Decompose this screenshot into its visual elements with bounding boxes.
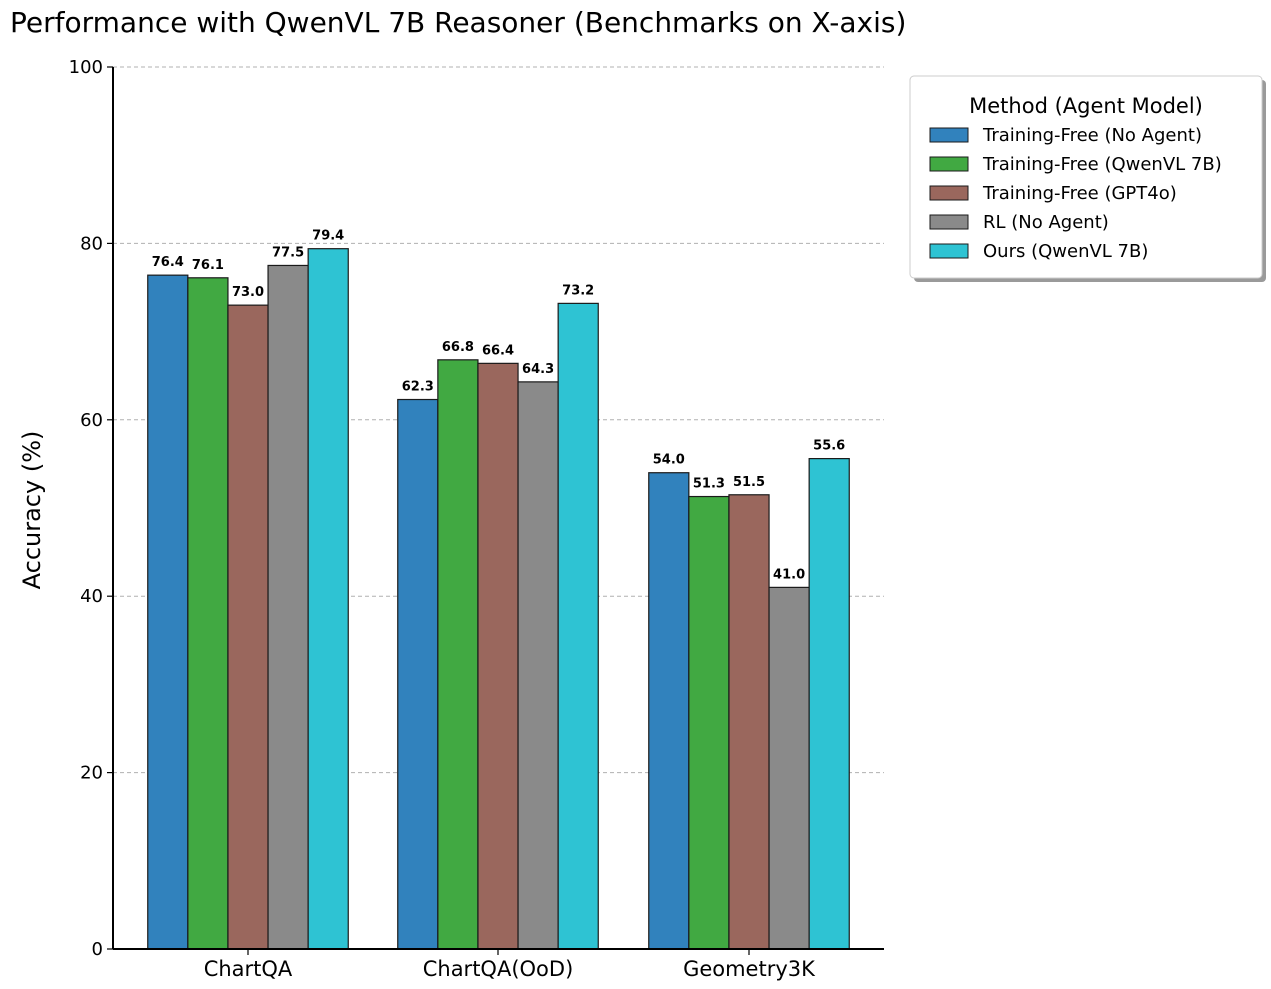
bar	[267, 264, 309, 950]
y-tick-label: 60	[80, 410, 103, 431]
bar-value-label: 55.6	[813, 439, 845, 454]
y-tick-label: 20	[80, 763, 103, 784]
bar-value-label: 51.5	[733, 475, 765, 490]
bar-value-label: 64.3	[522, 362, 554, 377]
legend-box	[909, 75, 1263, 279]
legend-item-label: Training-Free (QwenVL 7B)	[982, 154, 1222, 175]
x-tick-label: ChartQA(OoD)	[423, 957, 574, 981]
bar-value-label: 77.5	[272, 245, 304, 260]
bars	[147, 248, 850, 950]
bar	[768, 586, 810, 950]
bar-value-label: 66.4	[482, 343, 514, 358]
legend-item-label: Ours (QwenVL 7B)	[983, 241, 1148, 262]
bar	[437, 359, 479, 950]
y-tick-label: 100	[69, 57, 103, 78]
bar-value-label: 73.2	[562, 283, 594, 298]
bar	[517, 381, 559, 950]
y-axis-label: Accuracy (%)	[18, 431, 46, 590]
legend-swatch	[929, 185, 969, 201]
bar	[648, 472, 690, 950]
bar-value-label: 54.0	[653, 453, 685, 468]
x-tick-label: ChartQA	[204, 957, 293, 981]
bar	[187, 277, 229, 950]
bar-value-label: 79.4	[312, 229, 344, 244]
bar	[397, 398, 439, 950]
bar	[557, 302, 599, 950]
bar	[147, 274, 189, 950]
legend: Method (Agent Model) Training-Free (No Ag…	[909, 75, 1266, 282]
bar-value-label: 76.1	[192, 258, 224, 273]
y-tick-label: 0	[92, 939, 103, 960]
bar	[728, 494, 770, 950]
chart-title: Performance with QwenVL 7B Reasoner (Ben…	[10, 6, 906, 39]
y-tick-label: 80	[80, 233, 103, 254]
bar-value-label: 76.4	[152, 255, 184, 270]
bar	[808, 458, 850, 950]
bar-value-label: 41.0	[773, 567, 805, 582]
bar-value-label: 62.3	[402, 380, 434, 395]
legend-item-label: Training-Free (No Agent)	[982, 125, 1202, 146]
bar	[307, 248, 349, 950]
legend-item-label: Training-Free (GPT4o)	[982, 183, 1177, 204]
bar-value-labels: 76.4 62.3 54.0 76.1 66.8 51.3 73.0 66.4 51.5 77.5…	[152, 229, 845, 583]
bar-value-label: 66.8	[442, 340, 474, 355]
legend-swatch	[929, 127, 969, 143]
bar	[688, 495, 730, 950]
bar-value-label: 73.0	[232, 285, 264, 300]
legend-title: Method (Agent Model)	[969, 94, 1203, 118]
axes: 0 20 40 60 80 100 ChartQA ChartQA(OoD) Geometry3…	[69, 57, 884, 981]
x-tick-label: Geometry3K	[683, 957, 816, 981]
bar	[227, 304, 269, 950]
legend-swatch	[929, 156, 969, 172]
bar-value-label: 51.3	[693, 477, 725, 492]
legend-swatch	[929, 214, 969, 230]
legend-item-label: RL (No Agent)	[983, 212, 1109, 233]
bar	[477, 362, 519, 950]
legend-swatch	[929, 243, 969, 259]
y-tick-label: 40	[80, 586, 103, 607]
